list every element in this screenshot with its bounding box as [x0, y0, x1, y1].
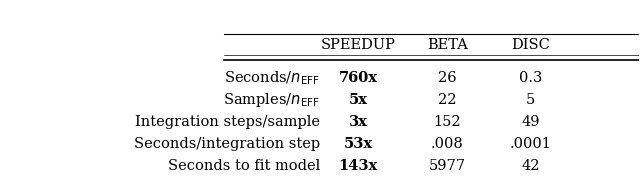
Text: 5x: 5x	[349, 93, 368, 107]
Text: 42: 42	[521, 159, 540, 173]
Text: 26: 26	[438, 71, 457, 85]
Text: BETA: BETA	[427, 38, 468, 52]
Text: 5977: 5977	[429, 159, 466, 173]
Text: Integration steps/sample: Integration steps/sample	[135, 115, 320, 129]
Text: .008: .008	[431, 137, 464, 151]
Text: .0001: .0001	[509, 137, 551, 151]
Text: SPEEDUP: SPEEDUP	[321, 38, 396, 52]
Text: Seconds to fit model: Seconds to fit model	[168, 159, 320, 173]
Text: Seconds/integration step: Seconds/integration step	[134, 137, 320, 151]
Text: Seconds/$n_{\rm EFF}$: Seconds/$n_{\rm EFF}$	[224, 70, 320, 87]
Text: 143x: 143x	[339, 159, 378, 173]
Text: 0.3: 0.3	[518, 71, 542, 85]
Text: 53x: 53x	[344, 137, 372, 151]
Text: 3x: 3x	[349, 115, 367, 129]
Text: 152: 152	[434, 115, 461, 129]
Text: 760x: 760x	[339, 71, 378, 85]
Text: DISC: DISC	[511, 38, 550, 52]
Text: 5: 5	[525, 93, 535, 107]
Text: Samples/$n_{\rm EFF}$: Samples/$n_{\rm EFF}$	[223, 91, 320, 109]
Text: 49: 49	[521, 115, 540, 129]
Text: 22: 22	[438, 93, 457, 107]
